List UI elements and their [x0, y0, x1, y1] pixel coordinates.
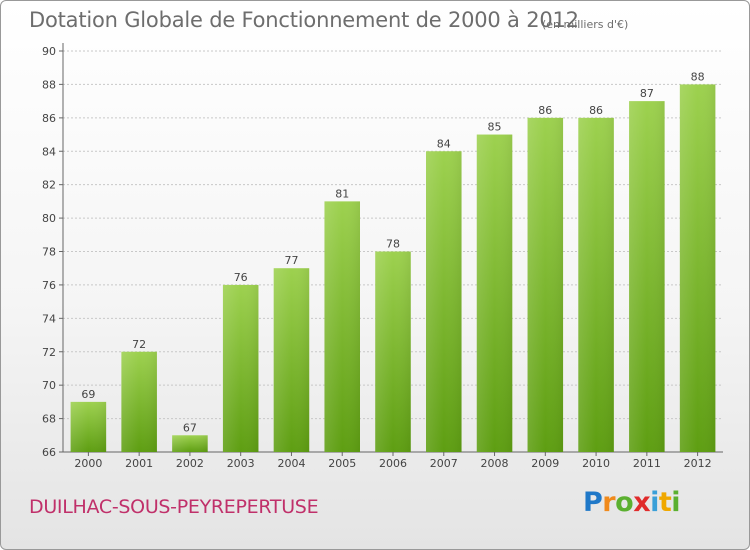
y-tick-label: 70 [42, 379, 56, 392]
bar-shine [121, 351, 157, 452]
labels: 66 68 70 72 74 76 78 80 82 84 86 88 90 2000 69 2001 72 20… [42, 45, 712, 470]
data-label: 87 [640, 87, 654, 100]
y-tick-label: 88 [42, 78, 56, 91]
data-label: 88 [691, 70, 705, 83]
x-tick-label: 2005 [328, 457, 356, 470]
y-tick-label: 78 [42, 246, 56, 259]
y-tick-label: 80 [42, 212, 56, 225]
x-tick-label: 2004 [277, 457, 305, 470]
y-tick-label: 82 [42, 179, 56, 192]
unit-note: (en milliers d'€) [542, 18, 629, 31]
x-tick-label: 2008 [481, 457, 509, 470]
bar-shine [629, 101, 665, 452]
x-tick-label: 2002 [176, 457, 204, 470]
bars [70, 84, 716, 453]
data-label: 76 [234, 271, 248, 284]
y-tick-label: 74 [42, 312, 56, 325]
data-label: 86 [589, 104, 603, 117]
chart-title: Dotation Globale de Fonctionnement de 20… [29, 8, 579, 32]
x-tick-label: 2011 [633, 457, 661, 470]
x-tick-label: 2012 [684, 457, 712, 470]
bar-shine [426, 151, 462, 452]
logo-letter: r [602, 487, 616, 518]
logo-letter: i [671, 487, 681, 518]
bar-shine [578, 117, 614, 452]
logo-letter: P [583, 487, 603, 518]
data-label: 81 [335, 187, 349, 200]
y-tick-label: 68 [42, 413, 56, 426]
bar-shine [476, 134, 513, 452]
data-label: 72 [132, 338, 146, 351]
bar-shine [375, 251, 411, 452]
y-tick-label: 72 [42, 346, 56, 359]
logo-letter: o [615, 487, 634, 518]
x-tick-label: 2006 [379, 457, 407, 470]
data-label: 84 [437, 137, 451, 150]
proxiti-logo: Proxiti [583, 487, 681, 518]
bar-shine [527, 117, 564, 452]
logo-letter: i [650, 487, 659, 518]
y-tick-label: 76 [42, 279, 56, 292]
x-tick-label: 2000 [74, 457, 102, 470]
bar-shine [172, 435, 208, 452]
x-tick-label: 2007 [430, 457, 458, 470]
x-tick-label: 2009 [531, 457, 559, 470]
logo-letter: t [658, 487, 672, 518]
bar-shine [273, 268, 310, 452]
bar-shine [324, 201, 360, 452]
data-label: 69 [81, 388, 95, 401]
x-tick-label: 2003 [227, 457, 255, 470]
x-tick-label: 2001 [125, 457, 153, 470]
data-label: 86 [538, 104, 552, 117]
x-tick-label: 2010 [582, 457, 610, 470]
data-label: 77 [284, 254, 298, 267]
bar-shine [70, 401, 107, 452]
data-label: 85 [488, 121, 502, 134]
y-tick-label: 90 [42, 45, 56, 58]
y-tick-label: 84 [42, 145, 56, 158]
logo-letter: x [633, 487, 651, 518]
data-label: 67 [183, 421, 197, 434]
bar-shine [679, 84, 716, 453]
y-tick-label: 66 [42, 446, 56, 459]
bar-shine [222, 284, 259, 452]
data-label: 78 [386, 238, 400, 251]
y-tick-label: 86 [42, 112, 56, 125]
commune-name: DUILHAC-SOUS-PEYREPERTUSE [29, 496, 319, 518]
